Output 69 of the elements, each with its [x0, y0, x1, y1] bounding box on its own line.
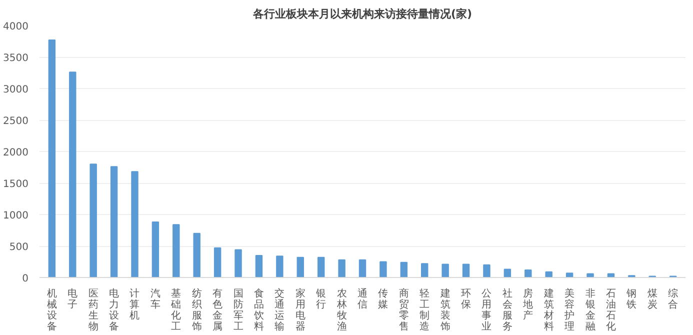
bar [48, 39, 56, 278]
x-tick-label: 煤炭 [647, 288, 658, 310]
chart-title: 各行业板块本月以来机构来访接待量情况(家) [252, 8, 472, 20]
x-tick-label: 钢铁 [626, 288, 637, 310]
x-tick-label: 公用事业 [482, 288, 492, 332]
y-tick-label: 0 [22, 274, 29, 284]
bar [380, 261, 387, 278]
x-tick-label: 银行 [315, 288, 326, 310]
y-tick-label: 500 [9, 242, 29, 253]
y-tick-label: 2000 [3, 148, 29, 158]
y-tick-label: 3000 [3, 84, 29, 96]
bar [172, 224, 180, 278]
x-tick-label: 传媒 [378, 288, 388, 310]
bar [110, 166, 118, 278]
bar [152, 222, 160, 278]
bar [421, 263, 428, 278]
x-tick-label: 通信 [358, 288, 368, 310]
x-tick-label: 电力设备 [109, 288, 120, 332]
bar [255, 254, 263, 278]
bar [90, 164, 97, 278]
bar [317, 256, 325, 278]
bar [462, 264, 470, 278]
bar [545, 271, 552, 278]
x-tick-label: 房地产 [522, 288, 534, 322]
bar [566, 272, 574, 278]
x-tick-label: 综合 [668, 288, 678, 310]
bar [400, 262, 408, 278]
bar [131, 171, 138, 278]
bar [338, 259, 346, 278]
bar [193, 232, 200, 278]
bar [607, 273, 615, 278]
bar [504, 268, 512, 278]
y-tick-label: 3500 [3, 53, 29, 64]
x-tick-label: 商贸零售 [398, 288, 409, 332]
bar [524, 269, 532, 278]
x-tick-label: 有色金属 [212, 288, 223, 332]
bar [69, 72, 76, 278]
y-tick-label: 2500 [3, 116, 29, 127]
bar [483, 264, 490, 278]
x-tick-label: 建筑材料 [542, 288, 554, 332]
x-tick-label: 建筑装饰 [439, 288, 450, 332]
x-tick-label: 汽车 [150, 288, 160, 310]
x-tick-label: 环保 [461, 288, 472, 310]
x-tick-label: 家用电器 [295, 288, 306, 332]
bar [586, 273, 594, 278]
x-tick-label: 农林牧渔 [336, 288, 347, 332]
x-tick-label: 交通运输 [274, 288, 285, 332]
y-tick-label: 1000 [3, 210, 29, 222]
x-tick-label: 美容护理 [564, 288, 575, 332]
x-tick-label: 纺织服饰 [190, 288, 202, 332]
x-tick-label: 社会服务 [502, 288, 512, 332]
x-tick-label: 基础化工 [170, 288, 182, 332]
bar [234, 249, 242, 278]
x-tick-label: 非银金融 [584, 288, 596, 332]
x-tick-label: 食品饮料 [252, 288, 264, 332]
bar [358, 259, 366, 278]
x-tick-label: 医药生物 [88, 288, 98, 332]
bar [442, 264, 449, 278]
x-tick-label: 机械设备 [46, 288, 57, 332]
bar [214, 247, 222, 278]
x-tick-label: 国防军工 [233, 288, 244, 332]
y-tick-label: 1500 [3, 179, 29, 190]
x-tick-label: 石油石化 [606, 288, 616, 332]
bar [276, 256, 284, 278]
x-tick-label: 轻工制造 [420, 288, 430, 332]
bar [296, 256, 304, 278]
y-tick-label: 4000 [3, 22, 29, 32]
x-tick-label: 电子 [68, 288, 78, 310]
x-tick-label: 计算机 [130, 288, 140, 322]
